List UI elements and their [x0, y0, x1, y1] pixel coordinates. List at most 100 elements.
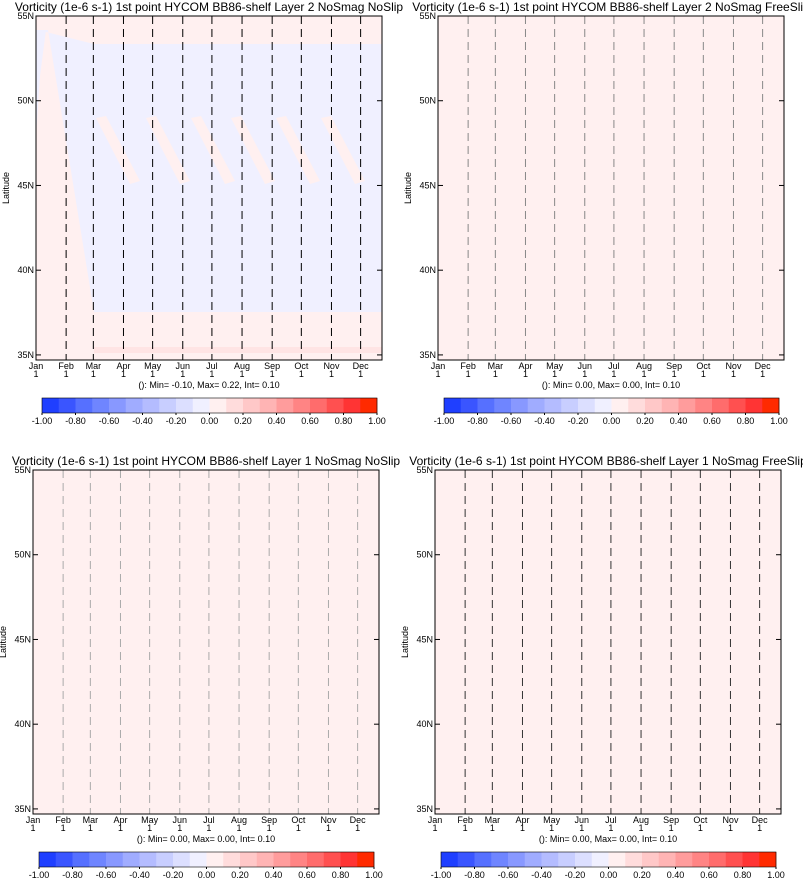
y-tick-label: 35N — [419, 350, 436, 360]
plot-frame — [35, 15, 383, 361]
field-pattern — [36, 30, 382, 353]
colorbar-label: 0.00 — [198, 870, 216, 880]
x-tick-label: Nov 1 — [722, 815, 739, 833]
colorbar-box — [745, 398, 763, 413]
colorbar-box — [508, 852, 526, 867]
colorbar-box — [259, 398, 277, 413]
x-tick-label: Feb 1 — [58, 361, 74, 379]
colorbar-label: 0.00 — [600, 870, 618, 880]
colorbar-box — [725, 852, 743, 867]
x-tick-label: Jan 1 — [428, 815, 443, 833]
x-tick-label: May 1 — [546, 361, 564, 379]
colorbar-box — [527, 398, 545, 413]
x-tick-label: Apr 1 — [116, 361, 130, 379]
colorbar-box — [89, 852, 107, 867]
x-tick-label: Dec 1 — [350, 815, 367, 833]
y-tick-label: 50N — [17, 96, 34, 106]
colorbar-label: -0.40 — [129, 870, 150, 880]
colorbar-box — [106, 852, 124, 867]
colorbar-label: 0.40 — [265, 870, 283, 880]
colorbar-box — [728, 398, 746, 413]
colorbar-box — [240, 852, 258, 867]
colorbar-box — [608, 852, 626, 867]
colorbar-label: -1.00 — [29, 870, 50, 880]
x-tick-label: Sep 1 — [261, 815, 277, 833]
colorbar-box — [226, 398, 244, 413]
field — [438, 16, 784, 360]
colorbar-label: -0.20 — [166, 416, 187, 426]
y-tick-label: 55N — [14, 465, 31, 475]
y-tick-label: 50N — [14, 550, 31, 560]
colorbar-box — [558, 852, 576, 867]
x-tick-label: Apr 1 — [515, 815, 529, 833]
colorbar-box — [156, 852, 174, 867]
note: (): Min= 0.00, Max= 0.00, Int= 0.10 — [542, 380, 680, 390]
y-tick-label: 55N — [419, 11, 436, 21]
colorbar-label: 0.80 — [335, 416, 353, 426]
colorbar-label: 0.20 — [231, 870, 249, 880]
plot-frame — [434, 469, 782, 815]
y-tick-label: 40N — [17, 265, 34, 275]
x-tick-label: Mar 1 — [485, 815, 501, 833]
positive-streak — [276, 116, 320, 184]
y-tick-label: 50N — [419, 96, 436, 106]
colorbar-box — [460, 398, 478, 413]
note: (): Min= -0.10, Max= 0.22, Int= 0.10 — [138, 380, 279, 390]
colorbar-box — [712, 398, 730, 413]
y-tick-label: 45N — [419, 180, 436, 190]
x-tick-label: Mar 1 — [86, 361, 102, 379]
field — [33, 470, 379, 814]
colorbar-label: 0.60 — [700, 870, 718, 880]
plot-frame — [437, 15, 785, 361]
colorbar-label: 0.80 — [734, 870, 752, 880]
y-tick-label: 35N — [14, 804, 31, 814]
x-tick-label: Oct 1 — [696, 361, 711, 379]
colorbar-label: 0.40 — [670, 416, 688, 426]
colorbar-box — [494, 398, 512, 413]
colorbar-box — [125, 398, 143, 413]
colorbar-box — [511, 398, 529, 413]
colorbar-label: -0.80 — [65, 416, 86, 426]
note: (): Min= 0.00, Max= 0.00, Int= 0.10 — [137, 834, 275, 844]
colorbar-label: 1.00 — [767, 870, 785, 880]
y-axis-label: Latitude — [0, 626, 8, 658]
colorbar-box — [594, 398, 612, 413]
colorbar-label: 0.40 — [268, 416, 286, 426]
x-tick-label: Aug 1 — [636, 361, 652, 379]
colorbar-label: -0.80 — [464, 870, 485, 880]
colorbar-box — [58, 398, 76, 413]
colorbar-box — [273, 852, 291, 867]
x-tick-label: Sep 1 — [666, 361, 682, 379]
x-tick-label: Jun 1 — [578, 361, 593, 379]
colorbar-box — [441, 852, 459, 867]
y-tick-label: 45N — [17, 180, 34, 190]
colorbar-label: -1.00 — [32, 416, 53, 426]
colorbar-box — [561, 398, 579, 413]
colorbar-box — [206, 852, 224, 867]
colorbar-box — [142, 398, 160, 413]
colorbar-label: -1.00 — [434, 416, 455, 426]
colorbar-box — [209, 398, 227, 413]
colorbar-label: 0.60 — [703, 416, 721, 426]
colorbar-box — [695, 398, 713, 413]
colorbar-label: -0.20 — [565, 870, 586, 880]
colorbar-box — [223, 852, 241, 867]
colorbar-box — [457, 852, 475, 867]
x-tick-label: Jan 1 — [26, 815, 41, 833]
colorbar-box — [474, 852, 492, 867]
colorbar-label: -0.60 — [498, 870, 519, 880]
colorbar-box — [122, 852, 140, 867]
colorbar-box — [491, 852, 509, 867]
colorbar-box — [628, 398, 646, 413]
colorbar-box — [357, 852, 375, 867]
colorbar-box — [189, 852, 207, 867]
colorbar-box — [678, 398, 696, 413]
x-tick-label: Mar 1 — [488, 361, 504, 379]
colorbar-box — [477, 398, 495, 413]
x-tick-label: May 1 — [144, 361, 162, 379]
y-axis-label: Latitude — [403, 172, 413, 204]
y-tick-label: 50N — [416, 550, 433, 560]
y-tick-label: 55N — [17, 11, 34, 21]
colorbar-label: -0.60 — [96, 870, 117, 880]
